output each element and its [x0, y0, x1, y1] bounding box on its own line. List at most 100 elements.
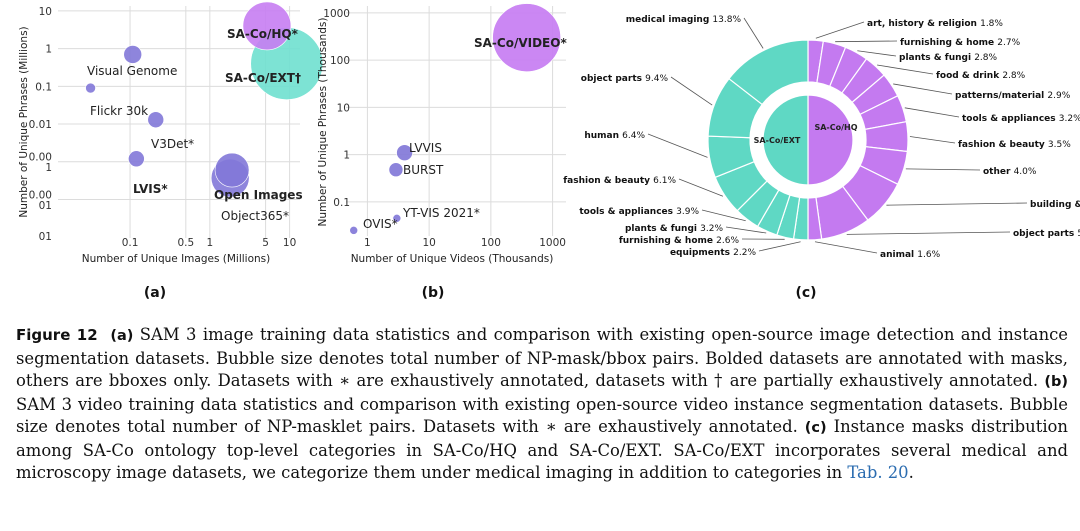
donut-inner-sa-co-ext: [762, 94, 809, 186]
slice-label-ext-object-parts: object parts 9.4%: [581, 74, 669, 84]
slice-label-ext-plants-fungi: plants & fungi 3.2%: [625, 224, 724, 234]
label-sa-co-ext: SA-Co/EXT†: [225, 71, 301, 85]
label-lvis: LVIS*: [133, 182, 168, 196]
slice-label-hq-building-location: building & location 5.5%: [1030, 200, 1080, 210]
figure-12: 0.1 0.5 1 5 10 10 1 0.1 0.01 0.00 1 0.00 01 01 Number …: [18, 1, 1080, 301]
leader-line: [814, 241, 878, 254]
table-20-link[interactable]: Tab. 20: [847, 463, 909, 482]
slice-label-hq-tools-appliances: tools & appliances 3.2%: [962, 114, 1080, 124]
x-tick-label: 1000: [539, 237, 566, 249]
y-tick-label: 01: [39, 231, 52, 243]
slice-label-hq-patterns-material: patterns/material 2.9%: [955, 91, 1071, 101]
label-yt-vis-2021: YT-VIS 2021*: [402, 206, 480, 220]
slice-label-hq-food-drink: food & drink 2.8%: [936, 71, 1026, 81]
label-sa-co-hq: SA-Co/HQ*: [227, 27, 299, 41]
leader-line: [758, 241, 801, 252]
bubble-visual-genome: [123, 45, 143, 64]
y-tick-label: 0.01: [29, 119, 52, 131]
caption-text-b: SAM 3 video training data statistics and…: [16, 394, 1068, 437]
y-tick-label: 1000: [323, 8, 350, 20]
leader-line: [893, 83, 953, 95]
label-visual-genome: Visual Genome: [87, 64, 177, 78]
x-tick-label: 10: [422, 237, 435, 249]
caption-text-a: SAM 3 image training data statistics and…: [16, 325, 1068, 390]
slice-label-hq-art-history-religion: art, history & religion 1.8%: [867, 19, 1003, 29]
leader-line: [857, 50, 897, 57]
slice-label-hq-object-parts: object parts 5.9%: [1013, 229, 1080, 239]
bubble-burst: [388, 162, 404, 178]
y-tick-label: 1: [45, 44, 52, 56]
figure-caption: Figure 12 (a) SAM 3 image training data …: [16, 324, 1068, 485]
y-tick-label: 100: [330, 55, 350, 67]
y-tick-label: 10: [337, 102, 350, 114]
y-tick-label: 0.00 1: [29, 152, 52, 175]
y-axis-label: Number of Unique Phrases (Millions): [18, 26, 30, 217]
slice-label-hq-fashion-beauty: fashion & beauty 3.5%: [958, 140, 1071, 150]
leader-line: [647, 133, 708, 158]
y-tick-label: 1: [343, 150, 350, 162]
bubble-sa-co-video: [492, 3, 561, 72]
bubble-yt-vis-2021: [392, 214, 402, 223]
leader-line: [678, 178, 724, 197]
caption-part-c: (c): [804, 420, 827, 436]
label-sa-co-video: SA-Co/VIDEO*: [474, 36, 567, 50]
donut-inner-sa-co-hq: [807, 94, 854, 186]
leader-line: [743, 17, 764, 49]
panel-c-label: (c): [795, 285, 816, 301]
label-object365: Object365*: [221, 209, 289, 223]
slice-label-hq-furnishing-home: furnishing & home 2.7%: [900, 38, 1021, 48]
label-ovis: OVIS*: [363, 217, 398, 231]
bubble-lvis: [128, 150, 145, 168]
x-tick-label: 1: [364, 237, 371, 249]
y-tick-label: 0.1: [333, 197, 350, 209]
slice-label-ext-medical-imaging: medical imaging 13.8%: [626, 15, 742, 25]
panel-a-label: (a): [144, 285, 166, 301]
slice-label-hq-other: other 4.0%: [983, 167, 1037, 177]
leader-line: [886, 202, 1028, 206]
y-axis-label: Number of Unique Phrases (Thousands): [317, 18, 329, 227]
x-axis-label: Number of Unique Videos (Thousands): [351, 253, 554, 265]
caption-part-a: (a): [110, 328, 134, 344]
panel-c-category-donut: SA-Co/HQ SA-Co/EXT art, history & religion…: [563, 15, 1080, 260]
y-tick-label: 0.00 01: [29, 189, 52, 212]
caption-text-c: Instance masks distribution among SA-Co …: [16, 417, 1068, 482]
leader-line: [725, 226, 767, 234]
x-tick-label: 0.1: [122, 237, 139, 249]
leader-line: [701, 209, 746, 222]
inner-label-sa-co-hq: SA-Co/HQ: [814, 123, 857, 132]
panel-a-image-stats-chart: 0.1 0.5 1 5 10 10 1 0.1 0.01 0.00 1 0.00 01 01 Number …: [18, 1, 324, 265]
leader-line: [835, 40, 898, 43]
donut-slice-ext-medical-imaging: [728, 39, 809, 106]
slice-label-ext-human: human 6.4%: [584, 131, 645, 141]
y-tick-label: 0.1: [35, 81, 52, 93]
slice-label-ext-tools-appliances: tools & appliances 3.9%: [579, 207, 699, 217]
x-tick-label: 10: [283, 237, 296, 249]
leader-line: [877, 64, 934, 75]
label-v3det: V3Det*: [151, 137, 194, 151]
x-tick-label: 0.5: [177, 237, 194, 249]
bubble-v3det: [147, 111, 165, 129]
slice-label-ext-furnishing-home: furnishing & home 2.6%: [619, 236, 740, 246]
label-flickr-30k: Flickr 30k: [90, 104, 148, 118]
panel-b-label: (b): [422, 285, 445, 301]
bubble-ovis: [349, 226, 359, 235]
slice-label-ext-fashion-beauty: fashion & beauty 6.1%: [563, 176, 676, 186]
leader-line: [904, 107, 960, 118]
bubble-sa-co-hq: [242, 1, 292, 51]
panel-b-video-stats-chart: 1 10 100 1000 1000 100 10 1 0.1 Number of Unique …: [317, 3, 567, 265]
bubble-open-images: [214, 152, 250, 188]
caption-end: .: [908, 463, 914, 482]
slice-label-hq-plants-fungi: plants & fungi 2.8%: [899, 53, 998, 63]
bubble-flickr-30k: [85, 82, 96, 94]
label-burst: BURST: [403, 163, 444, 177]
label-open-images: Open Images: [214, 188, 303, 202]
inner-label-sa-co-ext: SA-Co/EXT: [754, 136, 801, 145]
bubble-lvvis: [396, 144, 413, 162]
y-tick-label: 10: [39, 6, 52, 18]
leader-line: [815, 21, 865, 39]
leader-line: [905, 168, 981, 171]
slice-label-hq-animal: animal 1.6%: [880, 250, 941, 260]
x-tick-label: 1: [206, 237, 213, 249]
x-tick-label: 100: [481, 237, 501, 249]
slice-label-ext-equipments: equipments 2.2%: [670, 248, 756, 258]
